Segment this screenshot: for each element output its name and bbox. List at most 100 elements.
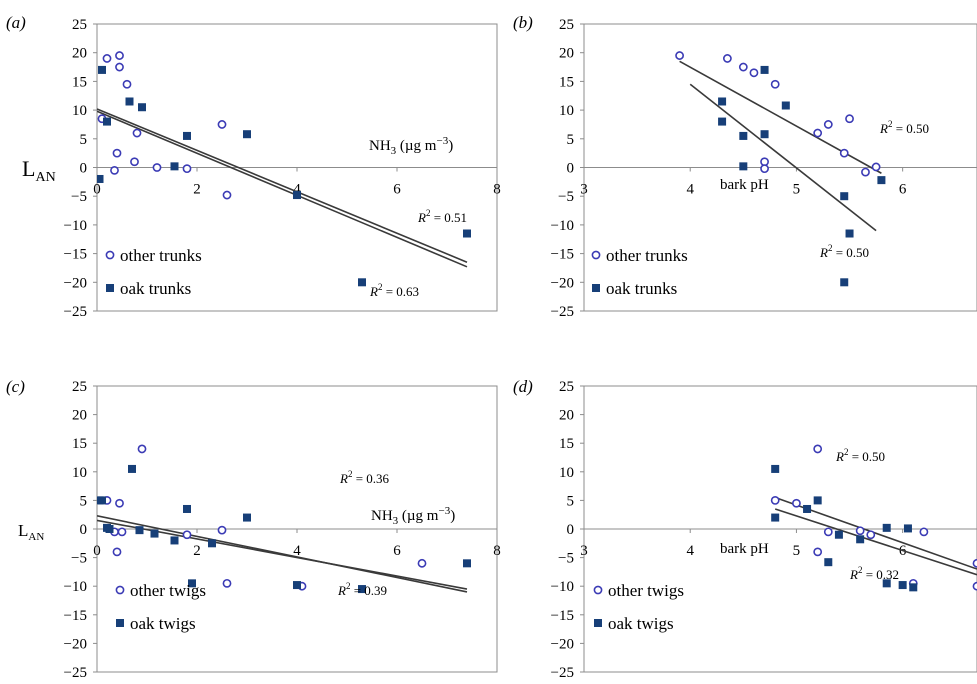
fit-line [97, 110, 468, 268]
point-oak-twigs [128, 464, 136, 473]
legend-marker-square [116, 619, 124, 627]
point-oak-twigs [358, 585, 366, 594]
y-tick-label: −25 [551, 665, 574, 681]
legend-label: other twigs [608, 581, 684, 600]
point-other-trunks [102, 54, 112, 63]
x-axis-label-sup: −3 [438, 505, 450, 517]
y-tick-label: 20 [559, 408, 574, 424]
y-tick-label: 0 [80, 161, 88, 177]
point-other-twigs [182, 530, 192, 540]
point-other-trunks [722, 54, 732, 63]
point-oak-twigs [803, 504, 812, 513]
r2-value: = 0.51 [430, 210, 467, 225]
point-other-twigs [972, 558, 977, 568]
legend-label: other trunks [606, 246, 688, 265]
legend-label: oak twigs [608, 614, 674, 633]
y-tick-label: 25 [72, 379, 87, 395]
y-tick-label: 0 [80, 522, 88, 538]
y-tick-label: 15 [559, 436, 574, 452]
point-oak-twigs [813, 496, 822, 505]
y-tick-label: −20 [64, 275, 87, 291]
point-oak-trunks [125, 97, 134, 106]
y-tick-label: 20 [72, 46, 87, 62]
r2-symbol: R [849, 567, 858, 582]
point-oak-twigs [463, 559, 471, 568]
point-oak-trunks [840, 278, 849, 287]
point-other-trunks [132, 128, 142, 138]
point-other-twigs [137, 444, 147, 454]
y-tick-label: −10 [551, 218, 574, 234]
point-oak-twigs [882, 523, 891, 532]
y-axis-label-main: L [22, 156, 35, 181]
legend-label: other trunks [120, 246, 202, 265]
panel-a: (a) 25 20 15 10 5 0 −5 −10 −15 −20 −25 0 2 4 6 8 NH3 (µg … [6, 13, 501, 320]
point-oak-trunks [293, 191, 301, 200]
point-other-twigs [972, 581, 977, 591]
point-oak-trunks [718, 97, 727, 106]
point-oak-trunks [358, 278, 366, 287]
point-oak-trunks [183, 131, 191, 140]
r2-value: = 0.63 [382, 284, 419, 299]
x-axis-label-main: NH [369, 138, 391, 154]
point-oak-trunks [103, 117, 111, 126]
legend-marker-circle [593, 585, 603, 595]
y-axis-label-main: L [18, 521, 28, 540]
r2-superscript: 2 [378, 282, 383, 292]
y-tick-label: −15 [551, 608, 574, 624]
point-oak-twigs [243, 513, 251, 522]
y-tick-label: 25 [559, 17, 574, 33]
y-tick-label: 0 [567, 161, 575, 177]
point-oak-twigs [903, 524, 912, 533]
point-oak-twigs [909, 583, 918, 592]
r2-value: = 0.39 [350, 583, 387, 598]
y-tick-label: 5 [567, 493, 575, 509]
x-axis-label-sub: 3 [393, 515, 399, 527]
y-tick-label: −10 [551, 579, 574, 595]
r2-superscript: 2 [346, 581, 351, 591]
point-oak-trunks [98, 65, 106, 74]
point-other-trunks [110, 165, 119, 175]
y-axis-label: LAN [22, 156, 56, 185]
point-other-twigs [855, 526, 865, 536]
r2-value: = 0.50 [832, 245, 869, 260]
y-tick-label: 10 [559, 465, 574, 481]
point-oak-twigs [98, 496, 106, 505]
panel-label: (b) [513, 13, 533, 32]
r2-superscript: 2 [858, 565, 863, 575]
y-axis-label-sub: AN [28, 531, 44, 543]
r2-symbol: R [417, 210, 426, 225]
legend-marker-circle [115, 585, 125, 595]
r2-value: = 0.50 [848, 449, 885, 464]
x-tick-label: 6 [393, 182, 401, 198]
point-oak-trunks [739, 162, 748, 171]
point-other-trunks [749, 68, 759, 78]
point-other-twigs [222, 578, 232, 588]
y-tick-label: −20 [551, 275, 574, 291]
point-oak-twigs [771, 513, 780, 522]
point-other-twigs [117, 527, 127, 537]
x-tick-label: 2 [193, 543, 201, 559]
point-other-twigs [417, 558, 427, 568]
y-tick-label: −10 [64, 218, 87, 234]
r2-annotation: R2 = 0.63 [369, 282, 419, 299]
point-other-twigs [866, 530, 876, 540]
point-oak-twigs [150, 529, 159, 538]
x-axis-label-main: bark pH [720, 177, 769, 193]
y-tick-label: −5 [71, 189, 87, 205]
r2-annotation: R2 = 0.36 [339, 469, 390, 486]
r2-symbol: R [337, 583, 346, 598]
point-other-twigs [919, 527, 929, 537]
point-other-trunks [823, 120, 833, 129]
x-axis-label: bark pH [720, 177, 769, 193]
point-other-trunks [839, 148, 849, 158]
legend-marker-square [592, 284, 600, 292]
r2-symbol: R [835, 449, 844, 464]
point-other-trunks [152, 163, 162, 172]
y-axis-label-sub: AN [35, 170, 55, 185]
r2-superscript: 2 [348, 469, 353, 479]
y-tick-label: 15 [559, 74, 574, 90]
x-axis-label: NH3 (µg m−3) [369, 135, 453, 157]
x-tick-label: 6 [393, 543, 401, 559]
r2-annotation: R2 = 0.39 [337, 581, 387, 598]
